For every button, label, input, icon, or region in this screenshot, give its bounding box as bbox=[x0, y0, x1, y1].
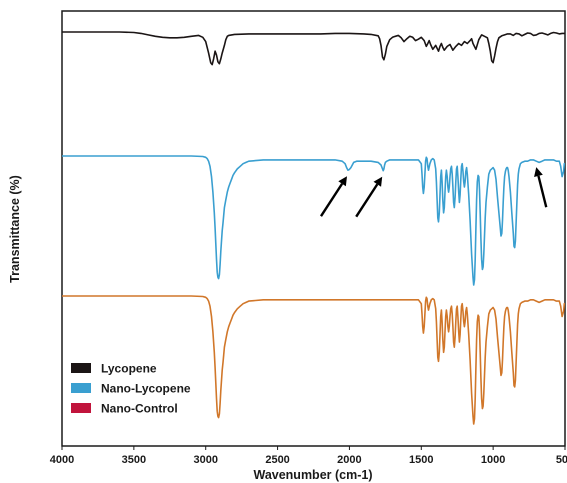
legend-label: Lycopene bbox=[101, 362, 157, 376]
trace-nano-control bbox=[62, 295, 566, 425]
legend-swatch bbox=[71, 403, 91, 413]
annotation-arrow bbox=[319, 176, 347, 217]
x-tick-label: 3000 bbox=[193, 454, 217, 466]
x-tick-label: 2500 bbox=[265, 454, 289, 466]
trace-lycopene bbox=[62, 31, 565, 66]
x-tick-label: 500 bbox=[556, 454, 567, 466]
x-tick-label: 3500 bbox=[122, 454, 146, 466]
x-tick-label: 4000 bbox=[50, 454, 74, 466]
x-axis-ticks: 4000 3500 3000 2500 2000 1500 1000 500 bbox=[50, 446, 567, 466]
trace-nano-lycopene bbox=[62, 155, 566, 286]
legend-label: Nano-Control bbox=[101, 402, 178, 416]
x-tick-label: 2000 bbox=[337, 454, 361, 466]
legend-label: Nano-Lycopene bbox=[101, 382, 191, 396]
legend: Lycopene Nano-Lycopene Nano-Control bbox=[71, 362, 191, 416]
x-tick-label: 1000 bbox=[481, 454, 505, 466]
annotation-arrow bbox=[355, 176, 383, 218]
spectra-traces bbox=[62, 31, 566, 425]
x-axis-title: Wavenumber (cm-1) bbox=[253, 468, 372, 482]
y-axis-title: Transmittance (%) bbox=[8, 175, 22, 283]
annotation-arrow bbox=[534, 167, 548, 208]
legend-swatch bbox=[71, 363, 91, 373]
legend-swatch bbox=[71, 383, 91, 393]
plot-frame bbox=[61, 10, 566, 447]
annotation-arrows bbox=[319, 167, 548, 218]
x-tick-label: 1500 bbox=[409, 454, 433, 466]
